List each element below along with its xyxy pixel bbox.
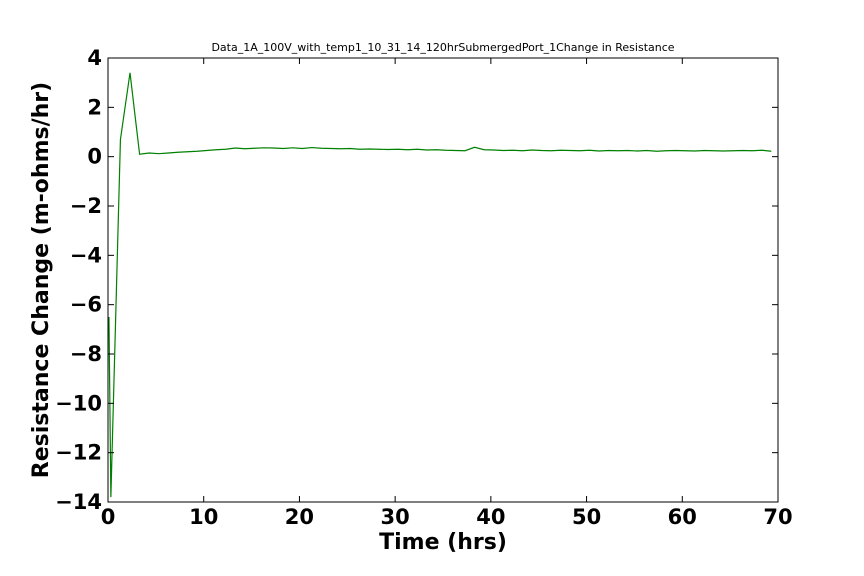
x-tick-label: 0 bbox=[101, 505, 116, 529]
x-tick-label: 10 bbox=[189, 505, 218, 529]
x-tick-label: 50 bbox=[572, 505, 601, 529]
x-tick-label: 60 bbox=[668, 505, 697, 529]
y-tick-label: 0 bbox=[87, 145, 102, 169]
plot-area bbox=[108, 72, 772, 498]
series-line-0 bbox=[108, 72, 772, 498]
y-tick-label: 2 bbox=[87, 95, 102, 119]
plot-frame bbox=[107, 57, 779, 503]
chart-title: Data_1A_100V_with_temp1_10_31_14_120hrSu… bbox=[211, 41, 674, 54]
x-tick-label: 20 bbox=[285, 505, 314, 529]
y-tick-label: −12 bbox=[55, 441, 102, 465]
x-tick-label: 30 bbox=[381, 505, 410, 529]
x-tick-label: 40 bbox=[476, 505, 505, 529]
y-tick-label: −14 bbox=[55, 490, 102, 514]
y-tick-label: −10 bbox=[55, 391, 102, 415]
x-tick-label: 70 bbox=[763, 505, 792, 529]
y-tick-label: 4 bbox=[87, 46, 102, 70]
y-tick-label: −4 bbox=[70, 243, 102, 267]
y-axis-label: Resistance Change (m-ohms/hr) bbox=[29, 82, 54, 478]
x-axis-label: Time (hrs) bbox=[379, 530, 507, 555]
y-tick-label: −6 bbox=[70, 293, 102, 317]
y-tick-label: −8 bbox=[70, 342, 102, 366]
y-tick-label: −2 bbox=[70, 194, 102, 218]
